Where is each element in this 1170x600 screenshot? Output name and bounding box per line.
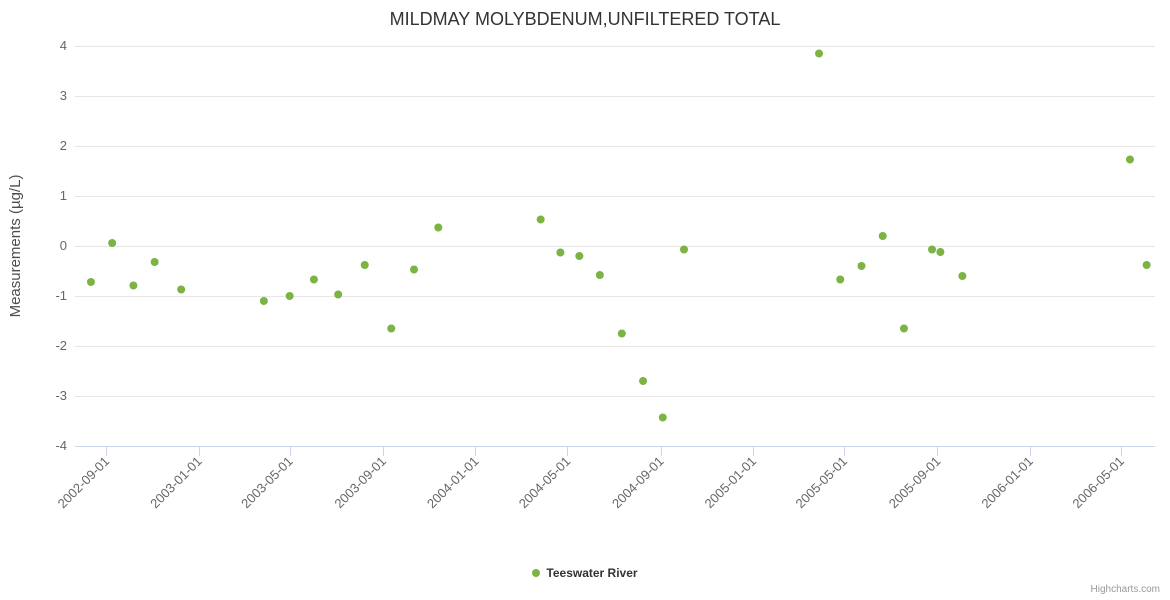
data-point[interactable] xyxy=(928,245,937,254)
legend-item[interactable]: Teeswater River xyxy=(0,566,1170,580)
x-tick-label: 2005-01-01 xyxy=(702,454,760,512)
y-tick-label: -3 xyxy=(55,388,67,403)
x-tick-label: 2006-01-01 xyxy=(978,454,1036,512)
legend-label: Teeswater River xyxy=(546,566,638,580)
data-point[interactable] xyxy=(1125,155,1134,164)
x-tick-label: 2004-09-01 xyxy=(609,454,667,512)
data-point[interactable] xyxy=(878,232,887,240)
data-point[interactable] xyxy=(334,290,343,299)
data-point[interactable] xyxy=(899,324,908,333)
y-tick-label: 0 xyxy=(60,238,67,253)
y-tick-label: 2 xyxy=(60,138,67,153)
data-point[interactable] xyxy=(1142,261,1151,269)
data-point[interactable] xyxy=(639,377,648,385)
data-point[interactable] xyxy=(658,413,667,422)
y-tick-label: -1 xyxy=(55,288,67,303)
data-point[interactable] xyxy=(129,281,138,290)
axes xyxy=(75,446,1155,456)
data-point[interactable] xyxy=(108,239,117,247)
data-point[interactable] xyxy=(285,292,294,300)
data-point[interactable] xyxy=(150,258,159,266)
y-axis-title: Measurements (µg/L) xyxy=(7,175,24,318)
data-point[interactable] xyxy=(575,252,584,260)
x-tick-label: 2004-05-01 xyxy=(516,454,574,512)
data-point[interactable] xyxy=(556,248,565,257)
data-point[interactable] xyxy=(680,245,689,254)
gridlines xyxy=(75,46,1155,447)
data-point[interactable] xyxy=(936,248,945,256)
y-tick-label: 4 xyxy=(60,38,67,53)
series-points xyxy=(86,49,1151,422)
data-point[interactable] xyxy=(177,285,186,294)
x-tick-label: 2005-05-01 xyxy=(793,454,851,512)
data-point[interactable] xyxy=(536,215,545,224)
x-axis-labels: 2002-09-01 2003-01-01 2003-05-01 2003-09-01… xyxy=(55,454,1127,512)
legend-marker-icon xyxy=(532,569,541,577)
x-tick-label: 2004-01-01 xyxy=(424,454,482,512)
y-tick-label: -4 xyxy=(55,438,67,453)
data-point[interactable] xyxy=(434,223,443,232)
highcharts-credit-link[interactable]: Highcharts.com xyxy=(1090,584,1160,595)
x-tick-label: 2003-01-01 xyxy=(147,454,205,512)
chart-title: MILDMAY MOLYBDENUM,UNFILTERED TOTAL xyxy=(390,9,781,29)
y-tick-label: -2 xyxy=(55,338,67,353)
x-tick-label: 2002-09-01 xyxy=(55,454,113,512)
y-tick-label: 1 xyxy=(60,188,67,203)
x-tick-label: 2003-05-01 xyxy=(238,454,296,512)
x-tick-label: 2005-09-01 xyxy=(886,454,944,512)
x-tick-label: 2003-09-01 xyxy=(331,454,389,512)
data-point[interactable] xyxy=(857,262,866,270)
data-point[interactable] xyxy=(410,265,419,274)
data-point[interactable] xyxy=(836,275,845,284)
x-tick-label: 2006-05-01 xyxy=(1069,454,1127,512)
data-point[interactable] xyxy=(360,261,369,269)
data-point[interactable] xyxy=(815,49,824,58)
y-tick-label: 3 xyxy=(60,88,67,103)
data-point[interactable] xyxy=(958,272,967,280)
data-point[interactable] xyxy=(387,324,396,333)
data-point[interactable] xyxy=(259,297,268,305)
data-point[interactable] xyxy=(86,278,95,286)
data-point[interactable] xyxy=(309,275,318,284)
data-point[interactable] xyxy=(617,329,626,338)
data-point[interactable] xyxy=(595,271,604,279)
y-axis-labels: -4 -3 -2 -1 0 1 2 3 4 xyxy=(55,38,67,453)
